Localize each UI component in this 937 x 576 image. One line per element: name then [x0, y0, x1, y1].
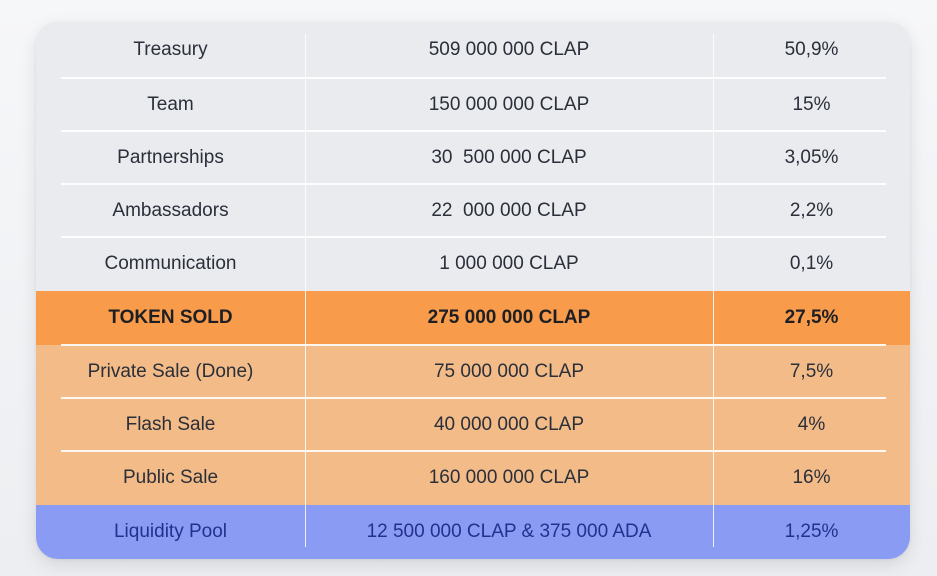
row-divider: [61, 450, 886, 452]
token-allocation-table: Treasury 509 000 000 CLAP 50,9% Team 150…: [36, 22, 910, 559]
allocation-percent: 27,5%: [713, 291, 910, 345]
column-divider: [305, 34, 306, 547]
allocation-percent: 2,2%: [713, 184, 910, 237]
allocation-name: Treasury: [36, 22, 305, 78]
allocation-amount: 12 500 000 CLAP & 375 000 ADA: [305, 505, 713, 559]
allocation-name: TOKEN SOLD: [36, 291, 305, 345]
table-row: Communication 1 000 000 CLAP 0,1%: [36, 237, 910, 291]
row-divider: [61, 183, 886, 185]
allocation-name: Liquidity Pool: [36, 505, 305, 559]
row-divider: [61, 130, 886, 132]
allocation-amount: 150 000 000 CLAP: [305, 78, 713, 131]
allocation-percent: 0,1%: [713, 237, 910, 291]
table-row: Team 150 000 000 CLAP 15%: [36, 78, 910, 131]
allocation-name: Team: [36, 78, 305, 131]
row-divider: [61, 236, 886, 238]
allocation-name: Ambassadors: [36, 184, 305, 237]
allocation-amount: 1 000 000 CLAP: [305, 237, 713, 291]
allocation-percent: 15%: [713, 78, 910, 131]
allocation-amount: 40 000 000 CLAP: [305, 398, 713, 451]
allocation-percent: 4%: [713, 398, 910, 451]
allocation-amount: 160 000 000 CLAP: [305, 451, 713, 505]
row-divider: [61, 397, 886, 399]
table-row: Partnerships 30 500 000 CLAP 3,05%: [36, 131, 910, 184]
table-row: Public Sale 160 000 000 CLAP 16%: [36, 451, 910, 505]
column-divider: [713, 34, 714, 547]
allocation-percent: 50,9%: [713, 22, 910, 78]
allocation-name: Public Sale: [36, 451, 305, 505]
allocation-percent: 3,05%: [713, 131, 910, 184]
allocation-name: Communication: [36, 237, 305, 291]
allocation-amount: 30 500 000 CLAP: [305, 131, 713, 184]
allocation-percent: 7,5%: [713, 345, 910, 398]
allocation-amount: 22 000 000 CLAP: [305, 184, 713, 237]
allocation-amount: 509 000 000 CLAP: [305, 22, 713, 78]
allocation-percent: 16%: [713, 451, 910, 505]
allocation-amount: 75 000 000 CLAP: [305, 345, 713, 398]
table-row: Private Sale (Done) 75 000 000 CLAP 7,5%: [36, 345, 910, 398]
table-row: Ambassadors 22 000 000 CLAP 2,2%: [36, 184, 910, 237]
allocation-name: Partnerships: [36, 131, 305, 184]
row-divider: [61, 344, 886, 346]
allocation-name: Flash Sale: [36, 398, 305, 451]
token-sold-row: TOKEN SOLD 275 000 000 CLAP 27,5%: [36, 291, 910, 345]
allocation-name: Private Sale (Done): [36, 345, 305, 398]
liquidity-pool-row: Liquidity Pool 12 500 000 CLAP & 375 000…: [36, 505, 910, 559]
table-row: Flash Sale 40 000 000 CLAP 4%: [36, 398, 910, 451]
allocation-amount: 275 000 000 CLAP: [305, 291, 713, 345]
table-row: Treasury 509 000 000 CLAP 50,9%: [36, 22, 910, 78]
allocation-percent: 1,25%: [713, 505, 910, 559]
row-divider: [61, 77, 886, 79]
